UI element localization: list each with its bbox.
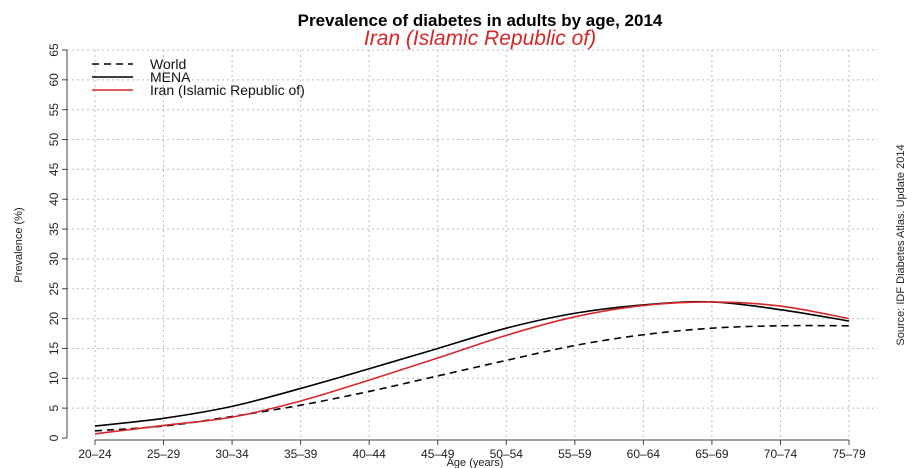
source-note: Source: IDF Diabetes Atlas. Update 2014 [895,144,907,345]
x-axis-label: Age (years) [447,457,504,468]
grid [67,49,878,438]
x-tick-label: 60–64 [627,447,661,461]
y-tick-label: 55 [47,103,61,117]
chart-subtitle: Iran (Islamic Republic of) [364,27,596,50]
x-tick-label: 50–54 [490,447,524,461]
x-tick-label: 45–49 [421,447,455,461]
x-tick-label: 20–24 [78,447,112,461]
legend-label: Iran (Islamic Republic of) [150,82,305,98]
y-axis-label: Prevalence (%) [13,207,25,282]
x-tick-label: 75–79 [832,447,866,461]
y-tick-label: 65 [47,43,61,57]
chart-title: Prevalence of diabetes in adults by age,… [298,11,663,30]
legend-label: MENA [150,69,191,85]
y-tick-label: 40 [47,192,61,206]
series-lines [94,300,850,435]
y-tick-label: 35 [47,222,61,236]
axes: 0 5 10 15 20 25 30 35 40 45 50 55 60 65 20–24 25–29 30–3… [47,43,866,461]
x-tick-label: 30–34 [215,447,249,461]
x-tick-label: 70–74 [764,447,798,461]
y-tick-label: 25 [47,282,61,296]
y-tick-label: 45 [47,162,61,176]
y-tick-label: 5 [47,404,61,411]
x-tick-label: 25–29 [147,447,181,461]
y-tick-label: 10 [47,371,61,385]
legend-label: World [150,56,186,72]
x-tick-label: 35–39 [284,447,318,461]
x-tick-label: 40–44 [352,447,386,461]
y-tick-label: 60 [47,73,61,87]
x-tick-label: 55–59 [558,447,592,461]
y-tick-label: 20 [47,312,61,326]
y-tick-label: 15 [47,341,61,355]
y-tick-label: 0 [47,434,61,441]
x-tick-label: 65–69 [695,447,729,461]
series-line-mena [94,300,850,427]
y-tick-label: 30 [47,252,61,266]
series-line-iran [94,301,850,435]
y-tick-label: 50 [47,133,61,147]
